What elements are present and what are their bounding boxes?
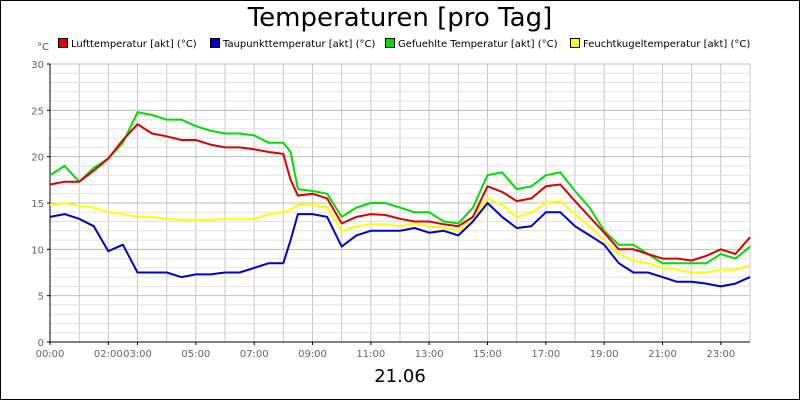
x-tick-label: 11:00: [356, 349, 385, 360]
legend-item-taupunkttemperatur: Taupunkttemperatur [akt] (°C): [210, 38, 375, 52]
x-tick-label: 00:00: [36, 349, 65, 360]
x-tick-label: 17:00: [531, 349, 560, 360]
x-tick-label: 05:00: [181, 349, 210, 360]
series-line-1: [49, 202, 751, 288]
series-line-0: [49, 123, 751, 262]
x-tick-label: 03:00: [123, 349, 152, 360]
legend-label-feuchtkugeltemperatur: Feuchtkugeltemperatur [akt] (°C): [583, 39, 751, 50]
legend-label-gefuehlte-temperatur: Gefuehlte Temperatur [akt] (°C): [398, 39, 558, 50]
x-tick-label: 23:00: [706, 349, 735, 360]
x-tick-label: 15:00: [473, 349, 502, 360]
series-line-3: [49, 197, 751, 274]
legend-item-gefuehlte-temperatur: Gefuehlte Temperatur [akt] (°C): [385, 38, 557, 52]
y-tick-label: 20: [31, 153, 44, 164]
legend-label-taupunkttemperatur: Taupunkttemperatur [akt] (°C): [223, 39, 376, 50]
legend-item-feuchtkugeltemperatur: Feuchtkugeltemperatur [akt] (°C): [570, 38, 750, 52]
x-tick-label: 21:00: [648, 349, 677, 360]
y-tick-label: 0: [38, 338, 44, 349]
y-tick-label: 30: [31, 60, 44, 71]
legend-item-lufttemperatur: Lufttemperatur [akt] (°C): [58, 38, 197, 52]
legend-swatch-taupunkttemperatur: [210, 38, 220, 48]
y-tick-label: 25: [31, 106, 44, 117]
chart-title: Temperaturen [pro Tag]: [247, 3, 553, 33]
y-axis-unit: °C: [37, 42, 49, 53]
series-line-2: [49, 111, 751, 265]
y-tick-label: 5: [38, 292, 44, 303]
x-tick-label: 19:00: [590, 349, 619, 360]
legend-swatch-gefuehlte-temperatur: [385, 38, 395, 48]
legend-swatch-feuchtkugeltemperatur: [570, 38, 580, 48]
legend-swatch-lufttemperatur: [58, 38, 68, 48]
y-tick-label: 15: [31, 199, 44, 210]
x-tick-label: 09:00: [298, 349, 327, 360]
y-tick-label: 10: [31, 245, 44, 256]
x-tick-label: 02:00: [94, 349, 123, 360]
x-axis-date-label: 21.06: [374, 366, 426, 387]
x-tick-label: 07:00: [240, 349, 269, 360]
x-tick-label: 13:00: [415, 349, 444, 360]
legend-label-lufttemperatur: Lufttemperatur [akt] (°C): [71, 39, 197, 50]
